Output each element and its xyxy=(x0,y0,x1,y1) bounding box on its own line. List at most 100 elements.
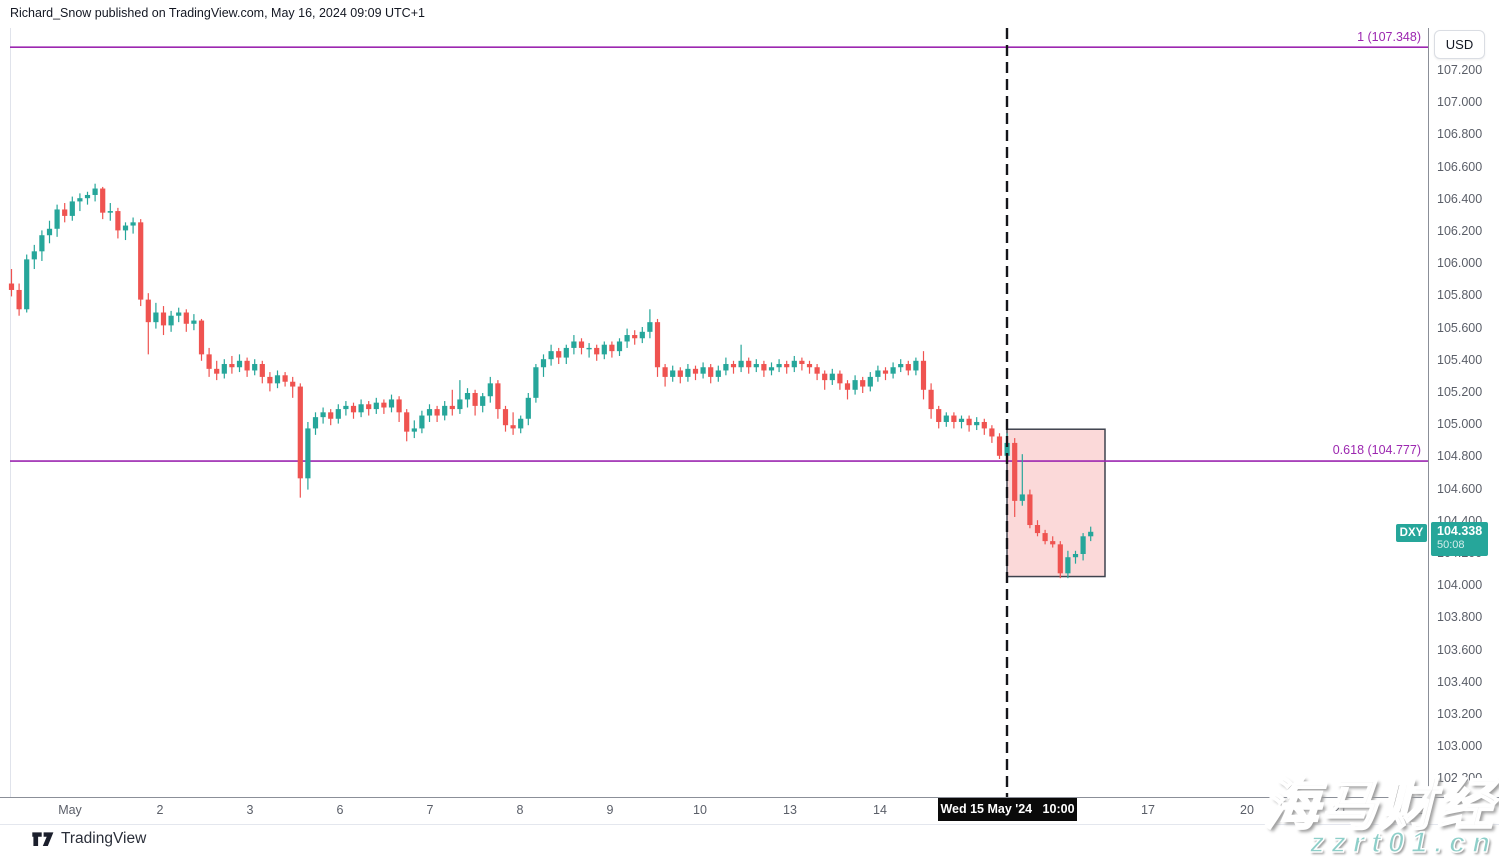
candle-body xyxy=(487,383,493,397)
candle-body xyxy=(1072,554,1079,558)
candle-body xyxy=(16,289,22,310)
watermark-url: zzrt01.cn xyxy=(1309,826,1497,857)
candle-body xyxy=(989,428,995,437)
candle-body xyxy=(632,335,638,339)
candle-body xyxy=(715,370,721,377)
candle-body xyxy=(616,341,623,352)
candle-body xyxy=(176,312,182,316)
candle-body xyxy=(654,322,661,368)
tradingview-logo[interactable]: TradingView xyxy=(32,830,146,848)
candle-body xyxy=(282,375,288,382)
crosshair-date-label: Wed 15 May '24 10:00 xyxy=(938,798,1077,821)
price-tick-label: 104.600 xyxy=(1437,481,1483,496)
candle-body xyxy=(708,367,714,377)
time-tick-label: 8 xyxy=(516,803,524,817)
price-tick-label: 105.000 xyxy=(1437,417,1483,432)
candle-body xyxy=(905,364,911,371)
candle-body xyxy=(958,418,965,422)
price-tick-label: 106.000 xyxy=(1437,256,1483,271)
fib-level-1-label: 1 (107.348) xyxy=(1357,30,1421,44)
candle-body xyxy=(799,360,805,365)
candle-body xyxy=(130,222,136,226)
candle-body xyxy=(274,375,281,384)
candle-body xyxy=(966,418,972,426)
candle-body xyxy=(639,331,645,339)
currency-toggle-button[interactable]: USD xyxy=(1434,30,1485,59)
candle-body xyxy=(685,368,691,377)
candle-body xyxy=(8,283,15,290)
time-tick-label: 21 xyxy=(1333,803,1347,817)
tradingview-logo-text: TradingView xyxy=(61,830,147,847)
candle-body xyxy=(540,359,547,368)
candle-body xyxy=(191,320,197,324)
time-tick-label: 7 xyxy=(426,803,434,817)
price-tick-label: 103.600 xyxy=(1437,642,1483,657)
time-tick-label: 20 xyxy=(1240,803,1254,817)
candle-body xyxy=(335,409,341,419)
time-tick-label: 3 xyxy=(246,803,254,817)
candle-body xyxy=(373,402,379,410)
candle-body xyxy=(1004,442,1010,456)
candle-body xyxy=(472,393,478,406)
candle-body xyxy=(761,364,767,371)
time-tick-label: 9 xyxy=(606,803,614,817)
candle-body xyxy=(730,364,737,368)
candle-body xyxy=(495,383,501,410)
candle-body xyxy=(153,312,159,323)
candle-body xyxy=(1027,494,1033,526)
candle-body xyxy=(996,436,1003,456)
candle-body xyxy=(852,380,858,390)
candle-body xyxy=(350,405,357,413)
candle-body xyxy=(100,188,106,213)
time-tick-label: 10 xyxy=(693,803,707,817)
candle-body xyxy=(624,335,630,342)
price-tick-label: 106.800 xyxy=(1437,127,1483,142)
candle-body xyxy=(920,360,927,390)
price-tick-label: 102.800 xyxy=(1437,771,1483,786)
candle-body xyxy=(290,381,296,387)
candle-body xyxy=(138,222,144,300)
candle-body xyxy=(442,405,448,416)
price-tick-label: 104.000 xyxy=(1437,578,1483,593)
price-axis[interactable]: USD 107.200 107.000 106.800 106.600 106.400 1… xyxy=(1429,0,1499,797)
candle-body xyxy=(366,404,372,410)
candle-body xyxy=(426,409,433,416)
candle-body xyxy=(1065,557,1071,574)
candle-body xyxy=(381,402,387,408)
candle-body xyxy=(115,211,121,231)
time-tick-label: 6 xyxy=(336,803,344,817)
candle-body xyxy=(92,188,98,195)
candle-body xyxy=(844,383,851,390)
candle-body xyxy=(1050,541,1056,545)
candle-body xyxy=(404,412,410,432)
time-tick-label: 14 xyxy=(873,803,887,817)
candle-body xyxy=(829,373,835,381)
candle-body xyxy=(822,373,828,381)
price-tick-label: 104.800 xyxy=(1437,449,1483,464)
watermark-chinese: 海马财经 xyxy=(1262,773,1495,836)
candle-body xyxy=(480,396,486,406)
candle-body xyxy=(578,341,585,348)
candle-countdown: 50:08 xyxy=(1437,539,1465,551)
price-tick-label: 105.800 xyxy=(1437,288,1483,303)
time-axis[interactable]: May 2 3 6 7 8 9 10 13 14 17 20 21 22 Wed 15 May '24 1… xyxy=(0,797,1499,825)
candle-body xyxy=(510,425,516,429)
price-tick-label: 106.200 xyxy=(1437,224,1483,238)
time-tick-label: 13 xyxy=(783,803,797,817)
candle-body xyxy=(594,347,600,355)
candle-body xyxy=(107,211,113,213)
candle-body xyxy=(297,386,303,479)
highlight-box[interactable] xyxy=(1006,428,1106,578)
candle-body xyxy=(267,376,273,384)
candle-body xyxy=(890,367,896,374)
candle-body xyxy=(457,399,463,410)
last-price-tag: 104.338 50:08 xyxy=(1431,522,1488,556)
candle-body xyxy=(358,404,364,413)
candle-body xyxy=(723,364,729,371)
time-tick-label: May xyxy=(58,803,82,817)
candle-body xyxy=(77,198,83,202)
price-axis-border xyxy=(1428,28,1429,823)
candle-body xyxy=(875,370,881,377)
candle-body xyxy=(601,344,607,355)
